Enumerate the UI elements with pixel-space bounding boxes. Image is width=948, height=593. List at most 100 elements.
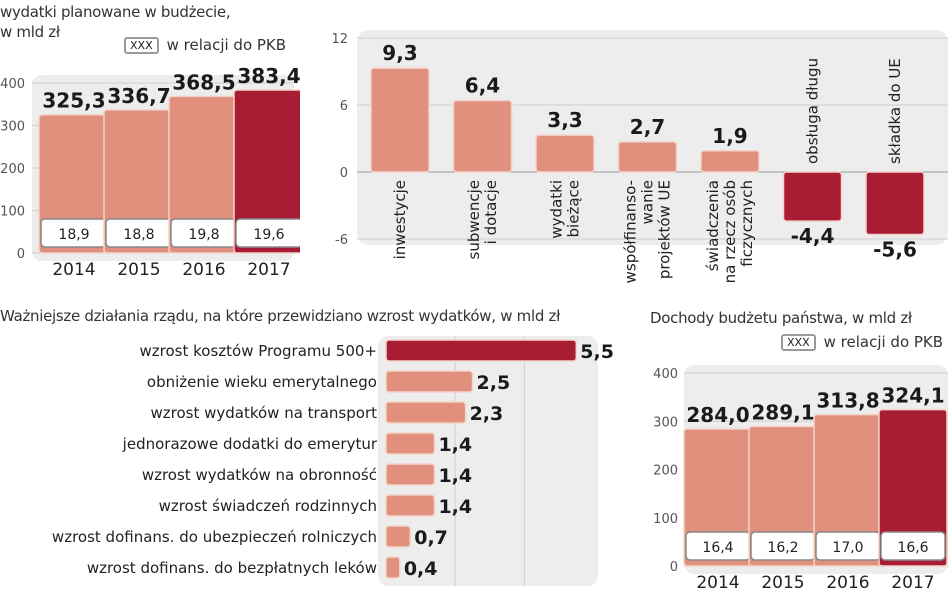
value-label: 313,8 [816,389,879,413]
bar [617,141,678,173]
bar [865,171,925,236]
y-tick-label: 100 [0,205,25,220]
revenue-legend: XXX w relacji do PKB [781,333,943,351]
value-label: 2,7 [630,115,665,139]
value-label: 289,1 [751,401,814,425]
value-label: 3,3 [547,108,582,132]
expenditure-chart: 0 100 200 300 400 325,3 18,9 2014 336,7 18,8 2015 3… [0,64,300,280]
x-tick-label: 2014 [696,573,739,593]
value-label: 325,3 [42,89,105,113]
bar [385,339,578,362]
legend-label-pkb: w relacji do PKB [166,36,287,54]
x-tick-label: 2014 [52,260,95,280]
legend-label-pkb: w relacji do PKB [823,333,944,351]
y-tick-label: -6 [335,233,348,248]
value-label: 336,7 [107,84,170,108]
bar [385,494,436,517]
pkb-label: 16,4 [702,540,733,556]
expenditure-title: wydatki planowane w budżecie, w mld zł [0,2,231,42]
actions-title: Ważniejsze działania rządu, na które prz… [0,307,561,325]
category-line: inwestycje [391,180,409,259]
pkb-label: 19,8 [188,227,219,243]
pkb-box [235,218,300,248]
category-line: wanie [639,180,657,224]
y-tick-label: 300 [653,415,678,430]
actions-chart: wzrost kosztów Programu 500+ 5,5 obniżenie… [52,336,614,586]
pkb-label: 16,2 [767,540,798,556]
pkb-label: 18,9 [58,227,89,243]
bar [385,463,436,486]
bar [370,67,430,173]
category-line: świadczenia [704,180,722,271]
pkb-label: 16,6 [897,540,928,556]
category-line: bieżące [565,180,583,237]
category-line: subwencje [465,180,483,260]
category-line: na rzecz osób [721,180,739,283]
value-label: 0,4 [404,558,438,580]
bar [452,99,513,173]
x-category-label: inwestycje [391,180,409,259]
pkb-box [880,531,946,561]
bar [782,171,843,222]
y-category-label: jednorazowe dodatki do emerytur [122,435,378,453]
category-line: obsługa długu [804,58,822,164]
value-label: -5,6 [873,238,917,262]
y-tick-label: 400 [0,77,25,92]
plot-panel [378,336,598,586]
revenue-title: Dochody budżetu państwa, w mld zł [650,309,912,327]
value-label: 368,5 [172,70,235,94]
value-label: 9,3 [382,41,417,65]
value-label: 2,5 [477,372,511,394]
category-line: składka do UE [886,58,904,164]
category-line: współfinanso- [622,180,640,283]
bar [385,556,401,579]
pkb-label: 18,8 [123,227,154,243]
legend-swatch-pkb: XXX [781,333,816,351]
y-tick-label: 200 [653,464,678,479]
expenditure-title-line-1: wydatki planowane w budżecie, [0,3,231,21]
bar [385,401,467,424]
x-category-label: subwencje i dotacje [465,180,500,260]
bar [385,370,474,393]
y-tick-label: 400 [653,367,678,382]
changes-chart: -6 0 6 12 9,3 inwestycje 6,4 subwencje i dotacje… [331,30,948,283]
category-line: wydatki [548,180,566,239]
category-line: ficzycznych [738,180,756,267]
y-tick-label: 0 [340,166,348,181]
value-label: 1,4 [438,465,472,487]
y-tick-label: 12 [331,32,348,47]
value-label: 1,4 [438,496,472,518]
y-tick-label: 300 [0,120,25,135]
y-category-label: wzrost świadczeń rodzinnych [159,497,377,515]
expenditure-legend: XXX w relacji do PKB [124,36,286,54]
x-category-label: obsługa długu [804,58,822,164]
value-label: 324,1 [881,384,944,408]
pkb-label: 17,0 [832,540,863,556]
x-category-label: wydatki bieżące [548,180,583,239]
pkb-label: 19,6 [253,227,284,243]
bar [385,432,436,455]
bar [535,134,595,173]
y-category-label: wzrost dofinans. do bezpłatnych leków [87,559,377,577]
value-label: 1,4 [438,434,472,456]
y-category-label: wzrost kosztów Programu 500+ [140,342,378,360]
value-label: 2,3 [470,403,504,425]
bar [700,150,760,173]
value-label: 383,4 [237,64,300,88]
x-tick-label: 2016 [182,260,225,280]
bar [878,408,948,567]
x-tick-label: 2016 [826,573,869,593]
expenditure-title-line-2: w mld zł [0,23,60,41]
x-tick-label: 2015 [117,260,160,280]
y-category-label: obniżenie wieku emerytalnego [147,373,377,391]
y-category-label: wzrost wydatków na transport [150,404,377,422]
value-label: 0,7 [414,527,448,549]
x-tick-label: 2017 [247,260,290,280]
category-line: i dotacje [482,180,500,244]
bar [385,525,411,548]
x-category-label: świadczenia na rzecz osób ficzycznych [704,180,756,283]
y-tick-label: 0 [17,247,25,262]
value-label: 1,9 [712,124,747,148]
y-tick-label: 200 [0,162,25,177]
y-tick-label: 100 [653,512,678,527]
